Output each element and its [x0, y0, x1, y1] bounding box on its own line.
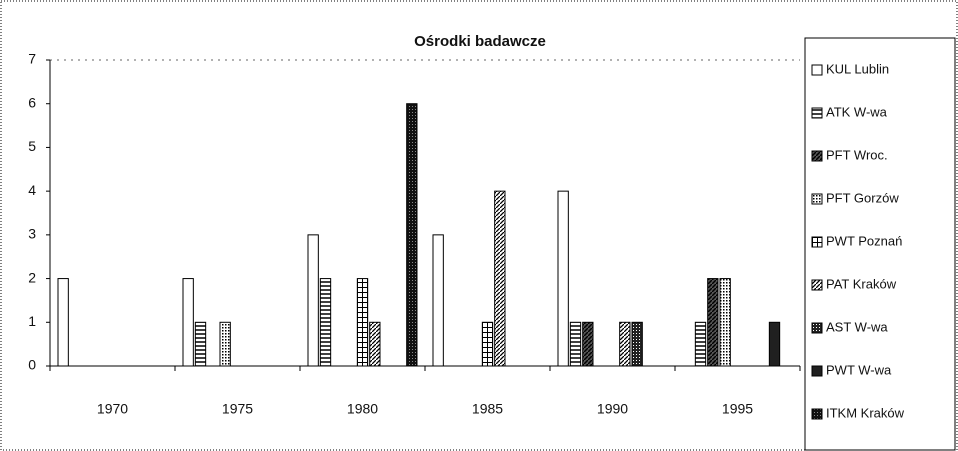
legend-swatch [811, 279, 823, 291]
bar [707, 278, 719, 367]
legend-label: ATK W-wa [826, 104, 888, 119]
x-tick-label: 1995 [722, 401, 753, 417]
y-tick-label: 1 [28, 313, 36, 329]
bar [219, 321, 231, 367]
bar [369, 321, 381, 367]
bar [432, 234, 444, 367]
legend-label: AST W-wa [826, 319, 888, 334]
legend-label: PFT Wroc. [826, 147, 888, 162]
bar [768, 321, 781, 367]
bar [406, 103, 418, 367]
bar [182, 278, 194, 367]
bar [619, 321, 631, 367]
y-tick-label: 0 [28, 357, 36, 373]
bar [631, 321, 643, 367]
bar [569, 321, 582, 367]
y-tick-label: 3 [28, 226, 36, 242]
x-tick-label: 1990 [597, 401, 628, 417]
chart-title: Ośrodki badawcze [414, 33, 546, 50]
x-tick-label: 1980 [347, 401, 378, 417]
bar [57, 278, 69, 367]
legend-swatch [811, 408, 823, 420]
legend-label: PWT Poznań [826, 233, 902, 248]
bar [319, 278, 332, 367]
bar [307, 234, 319, 367]
y-tick-label: 7 [28, 51, 36, 67]
legend-box [804, 37, 956, 451]
y-tick-label: 6 [28, 94, 36, 110]
x-tick-label: 1970 [97, 401, 128, 417]
y-tick-label: 5 [28, 138, 36, 154]
bar [494, 190, 506, 367]
y-tick-label: 2 [28, 269, 36, 285]
legend-swatch [811, 64, 823, 76]
x-tick-label: 1985 [472, 401, 503, 417]
legend-swatch [811, 236, 823, 248]
legend-label: PAT Kraków [826, 276, 897, 291]
legend-label: PWT W-wa [826, 362, 892, 377]
bar [719, 278, 731, 367]
legend-swatch [811, 193, 823, 205]
legend-label: PFT Gorzów [826, 190, 899, 205]
legend-swatch [811, 107, 823, 119]
legend-swatch [811, 150, 823, 162]
legend-swatch [811, 365, 823, 377]
bar [557, 190, 569, 367]
x-tick-label: 1975 [222, 401, 253, 417]
legend-label: ITKM Kraków [826, 405, 905, 420]
legend-label: KUL Lublin [826, 61, 889, 76]
y-tick-label: 4 [28, 182, 36, 198]
bar [582, 321, 594, 367]
bar [694, 321, 707, 367]
legend-swatch [811, 322, 823, 334]
bar [356, 278, 369, 367]
bar [481, 321, 494, 367]
bar [194, 321, 207, 367]
